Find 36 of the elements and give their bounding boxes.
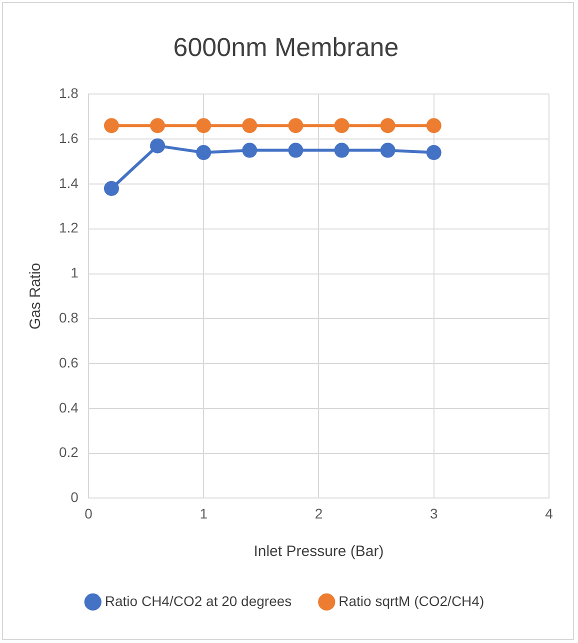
y-tick-label: 1.8 xyxy=(58,85,79,102)
y-tick-label: 0.6 xyxy=(58,354,79,370)
x-tick-label: 2 xyxy=(314,505,323,522)
y-tick-label: 1.6 xyxy=(58,130,79,146)
point xyxy=(334,142,350,158)
point xyxy=(150,118,166,134)
point xyxy=(288,118,304,134)
point xyxy=(104,118,119,134)
legend-label: Ratio CH4/CO2 at 20 degrees xyxy=(104,592,292,609)
point xyxy=(380,118,396,134)
x-axis-title: Inlet Pressure (Bar) xyxy=(254,543,384,560)
y-tick-label: 1.4 xyxy=(58,174,79,191)
x-tick-label: 3 xyxy=(430,505,438,522)
point xyxy=(196,118,212,134)
chart-title: 6000nm Membrane xyxy=(173,32,399,62)
point xyxy=(196,145,212,160)
point xyxy=(150,138,166,154)
point xyxy=(288,142,304,158)
point xyxy=(242,142,258,158)
point xyxy=(334,118,350,134)
y-tick-label: 1 xyxy=(70,264,79,281)
x-tick-label: 4 xyxy=(545,505,554,522)
x-tick-label: 1 xyxy=(200,505,208,522)
point xyxy=(242,118,258,134)
y-tick-label: 0.2 xyxy=(58,444,79,460)
point xyxy=(426,118,442,134)
point xyxy=(104,180,119,196)
legend-label: Ratio sqrtM (CO2/CH4) xyxy=(338,592,484,609)
point xyxy=(380,142,396,158)
point xyxy=(426,145,442,160)
x-tick-label: 0 xyxy=(84,505,93,522)
y-tick-label: 0.4 xyxy=(58,399,79,416)
y-axis-title: Gas Ratio xyxy=(27,262,44,330)
y-tick-label: 0 xyxy=(70,489,79,506)
y-tick-label: 1.2 xyxy=(58,220,79,236)
y-tick-label: 0.8 xyxy=(58,310,79,326)
